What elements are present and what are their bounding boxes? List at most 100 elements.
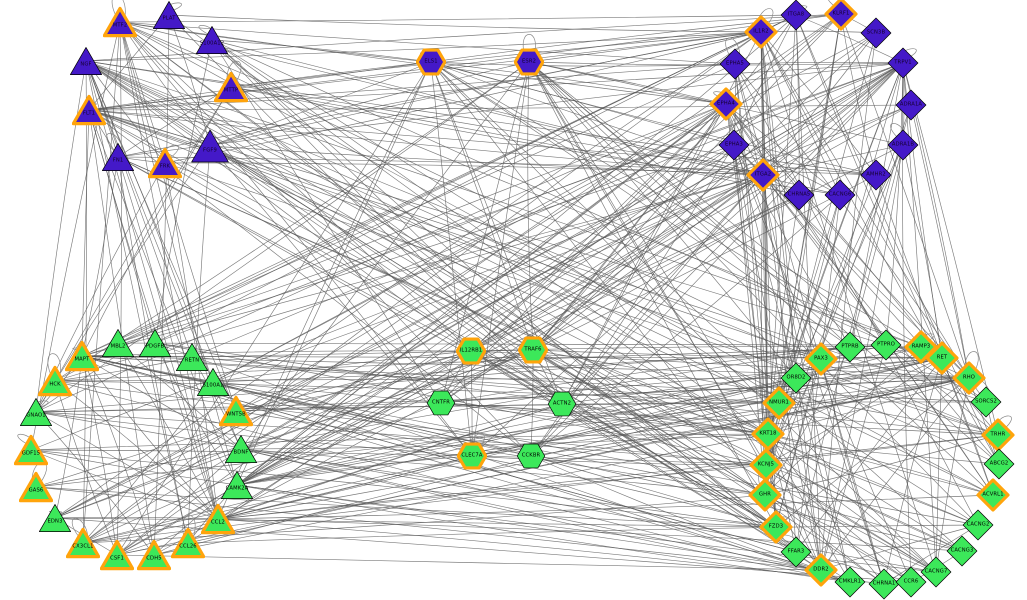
edge xyxy=(117,14,797,344)
edge xyxy=(902,144,943,359)
node-klrf1[interactable]: KLRF1 xyxy=(824,0,858,31)
node-traf6[interactable]: TRAF6 xyxy=(517,335,549,365)
node-ptpro[interactable]: PTPRO xyxy=(869,328,903,362)
edge xyxy=(211,39,563,405)
edge xyxy=(209,61,432,147)
edge xyxy=(30,104,912,451)
triangle-node-icon xyxy=(218,394,254,432)
node-itga2[interactable]: ITGA2 xyxy=(746,158,780,192)
edge xyxy=(164,162,999,436)
node-abcg2[interactable]: ABCG2 xyxy=(982,447,1016,481)
edge xyxy=(212,381,532,457)
node-gas6[interactable]: GAS6 xyxy=(18,470,54,504)
edge xyxy=(81,355,532,457)
node-fgf9[interactable]: FGF9 xyxy=(190,126,230,166)
node-csf1[interactable]: CSF1 xyxy=(99,538,135,572)
diamond-node-icon xyxy=(919,555,953,593)
node-mbl2[interactable]: MBL2 xyxy=(101,326,135,360)
edge xyxy=(795,14,904,64)
node-amhr2[interactable]: AMHR2 xyxy=(859,158,893,192)
node-itga8[interactable]: ITGA8 xyxy=(779,0,813,32)
node-cacng6[interactable]: CACNG6 xyxy=(823,178,857,212)
edge xyxy=(81,350,472,357)
node-cckbr[interactable]: CCKBR xyxy=(516,441,546,471)
node-wnt5b[interactable]: WNT5B xyxy=(218,394,254,428)
node-ccr6[interactable]: CCR6 xyxy=(894,565,928,599)
edge xyxy=(117,103,727,344)
node-clec7a[interactable]: CLEC7A xyxy=(456,441,488,471)
edge xyxy=(440,62,904,404)
edge xyxy=(935,377,970,573)
node-epha5[interactable]: EPHA5 xyxy=(718,47,752,81)
node-gnao1[interactable]: GNAO1 xyxy=(19,395,53,429)
edge xyxy=(35,411,473,457)
edge xyxy=(530,455,777,528)
node-trpv1[interactable]: TRPV1 xyxy=(886,46,920,80)
node-hck[interactable]: HCK xyxy=(37,364,73,398)
node-acvrl1[interactable]: ACVRL1 xyxy=(976,478,1010,512)
edge xyxy=(440,402,999,436)
node-plat[interactable]: PLAT xyxy=(152,0,186,32)
node-il1r2[interactable]: IL1R2 xyxy=(744,15,778,49)
node-els1[interactable]: ELS1 xyxy=(415,47,447,77)
edge xyxy=(849,144,904,348)
node-gdf15[interactable]: GDF15 xyxy=(13,433,49,467)
node-epha3[interactable]: EPHA3 xyxy=(717,128,751,162)
node-krt18[interactable]: KRT18 xyxy=(751,417,785,451)
node-ccl2[interactable]: CCL2 xyxy=(200,502,236,536)
edge xyxy=(440,174,764,404)
node-actn2[interactable]: ACTN2 xyxy=(547,389,577,419)
node-ptprb[interactable]: PTPRB xyxy=(833,330,867,364)
node-cntfr[interactable]: CNTFR xyxy=(426,388,456,418)
triangle-node-icon xyxy=(18,470,54,508)
edge xyxy=(88,109,155,556)
node-mtf2[interactable]: MTF2 xyxy=(102,5,138,39)
diamond-node-icon xyxy=(833,330,867,368)
edge xyxy=(85,60,999,436)
edge xyxy=(81,355,822,571)
edge xyxy=(209,145,937,573)
node-bdnf[interactable]: BDNF xyxy=(224,432,258,466)
node-chrna5[interactable]: CHRNA5 xyxy=(782,178,816,212)
node-esr2[interactable]: ESR2 xyxy=(513,47,545,77)
edge xyxy=(760,31,797,379)
node-ngf[interactable]: NGF xyxy=(69,44,103,78)
node-ccl26[interactable]: CCL26 xyxy=(170,526,206,560)
node-sorcs2[interactable]: SORCS2 xyxy=(969,385,1003,419)
edge xyxy=(561,62,904,405)
node-fn1[interactable]: FN1 xyxy=(101,140,135,174)
node-scn3b[interactable]: SCN3B xyxy=(859,16,893,50)
node-cdh5[interactable]: CDH5 xyxy=(136,538,172,572)
node-s100a12[interactable]: S100A12 xyxy=(195,23,229,57)
edge xyxy=(430,61,987,403)
diamond-node-icon xyxy=(804,342,838,380)
triangle-node-icon xyxy=(220,468,254,506)
node-il12rb1[interactable]: IL12RB1 xyxy=(455,336,487,366)
node-adra1a[interactable]: ADRA1A xyxy=(894,88,928,122)
node-ghr[interactable]: GHR xyxy=(748,478,782,512)
edge xyxy=(88,104,912,111)
hexagon-node-icon xyxy=(415,47,447,81)
node-pdgfb[interactable]: PDGFB xyxy=(138,326,172,360)
triangle-node-icon xyxy=(213,70,249,108)
node-frk[interactable]: FRK xyxy=(147,146,183,180)
edge xyxy=(82,381,214,544)
diamond-node-icon xyxy=(961,508,995,546)
node-kcnj5[interactable]: KCNJ5 xyxy=(749,448,783,482)
node-cx3cl1[interactable]: CX3CL1 xyxy=(65,526,101,560)
edge xyxy=(154,14,797,344)
triangle-node-icon xyxy=(200,502,236,540)
node-nmur1[interactable]: NMUR1 xyxy=(762,386,796,420)
node-camk2a[interactable]: CAMK2A xyxy=(220,468,254,502)
edge xyxy=(820,144,904,571)
node-epha4[interactable]: EPHA4 xyxy=(709,87,743,121)
node-adra1b[interactable]: ADRA1B xyxy=(886,128,920,162)
edge xyxy=(88,62,904,111)
edge xyxy=(430,61,473,457)
node-cmklr1[interactable]: CMKLR1 xyxy=(833,565,867,599)
edge xyxy=(117,156,777,528)
edge xyxy=(211,39,534,351)
node-flt1[interactable]: FLT1 xyxy=(71,93,107,127)
node-mttp[interactable]: MTTP xyxy=(213,70,249,104)
